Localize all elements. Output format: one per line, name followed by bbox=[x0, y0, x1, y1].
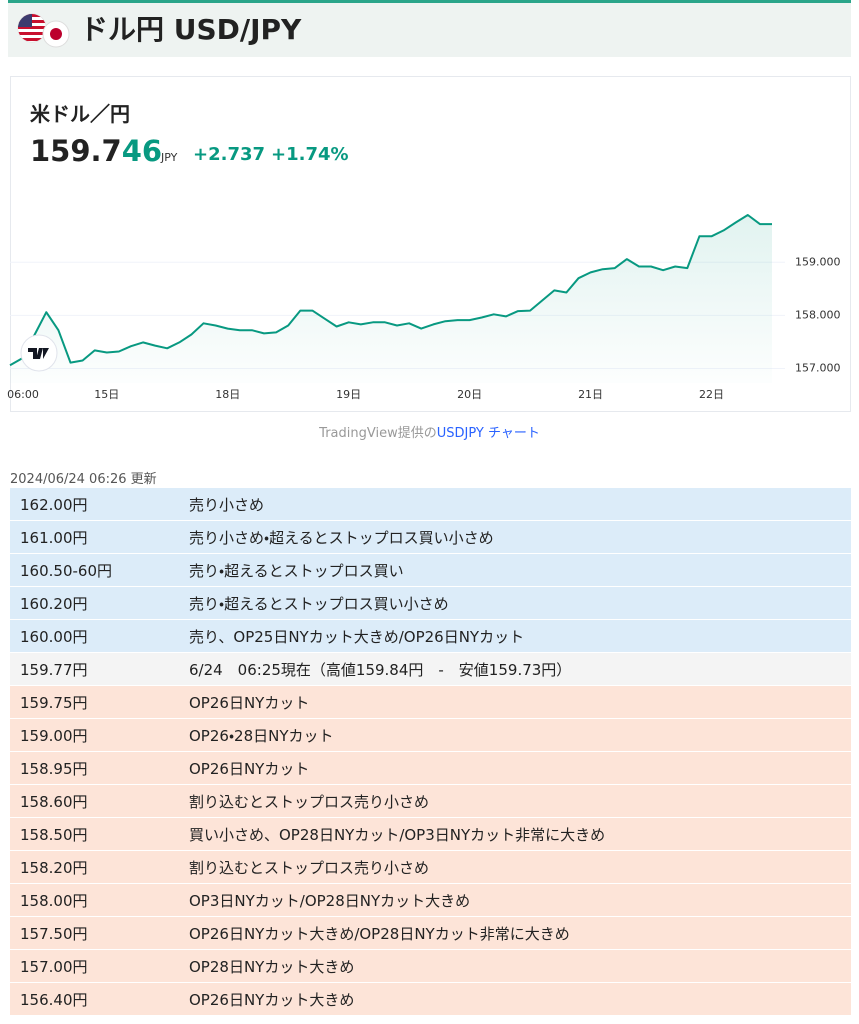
price-cell: 161.00円 bbox=[10, 520, 179, 554]
table-row: 156.40円 OP26日NYカット大きめ bbox=[10, 982, 851, 1016]
note-cell: 買い小さめ、OP28日NYカット/OP3日NYカット非常に大きめ bbox=[179, 817, 851, 851]
price-cell: 162.00円 bbox=[10, 488, 179, 521]
note-cell: 売り小さめ・超えるとストップロス買い小さめ bbox=[179, 520, 851, 554]
caption-source: TradingView提供の bbox=[319, 426, 437, 441]
chart-caption: TradingView提供のUSDJPY チャート bbox=[0, 422, 859, 441]
note-cell: OP26日NYカット大きめ bbox=[179, 982, 851, 1016]
x-tick-label: 06:00 bbox=[7, 388, 39, 401]
currency: JPY bbox=[161, 151, 178, 164]
price-cell: 157.00円 bbox=[10, 949, 179, 983]
note-cell: 割り込むとストップロス売り小さめ bbox=[179, 784, 851, 818]
price-major: 159.7 bbox=[30, 134, 122, 168]
x-tick-label: 20日 bbox=[457, 388, 482, 401]
option-table: 162.00円 売り小さめ 161.00円 売り小さめ・超えるとストップロス買い小さめ… bbox=[10, 488, 851, 1016]
price-cell: 160.20円 bbox=[10, 586, 179, 620]
quote-price: 159.746 bbox=[30, 134, 162, 168]
header bbox=[8, 0, 851, 57]
price-cell: 160.50-60円 bbox=[10, 553, 179, 587]
price-cell: 158.50円 bbox=[10, 817, 179, 851]
price-cell: 158.95円 bbox=[10, 751, 179, 785]
y-tick-label: 157.000 bbox=[795, 361, 841, 374]
table-row: 157.00円 OP28日NYカット大きめ bbox=[10, 949, 851, 983]
price-line bbox=[9, 214, 772, 367]
note-cell: OP26日NYカット bbox=[179, 685, 851, 719]
x-tick-label: 21日 bbox=[578, 388, 603, 401]
price-cell: 159.75円 bbox=[10, 685, 179, 719]
price-cell: 158.60円 bbox=[10, 784, 179, 818]
table-row: 158.20円 割り込むとストップロス売り小さめ bbox=[10, 850, 851, 884]
price-cell: 156.40円 bbox=[10, 982, 179, 1016]
note-cell: 6/24 06:25現在（高値159.84円 - 安値159.73円） bbox=[179, 652, 851, 686]
table-row: 159.00円 OP26・28日NYカット bbox=[10, 718, 851, 752]
chart: 157.000 158.000 159.000 06:00 15日 18日 19日 20日 21… bbox=[7, 214, 841, 401]
note-cell: 売り・超えるとストップロス買い bbox=[179, 553, 851, 587]
table-row: 161.00円 売り小さめ・超えるとストップロス買い小さめ bbox=[10, 520, 851, 554]
table-row: 159.77円 6/24 06:25現在（高値159.84円 - 安値159.73… bbox=[10, 652, 851, 686]
change-pct: +1.74% bbox=[271, 144, 349, 165]
table-row: 158.00円 OP3日NYカット/OP28日NYカット大きめ bbox=[10, 883, 851, 917]
table-row: 160.50-60円 売り・超えるとストップロス買い bbox=[10, 553, 851, 587]
jp-flag bbox=[42, 20, 70, 48]
note-cell: OP26日NYカット大きめ/OP28日NYカット非常に大きめ bbox=[179, 916, 851, 950]
note-cell: OP26日NYカット bbox=[179, 751, 851, 785]
table-row: 158.95円 OP26日NYカット bbox=[10, 751, 851, 785]
price-cell: 159.00円 bbox=[10, 718, 179, 752]
change: +2.737 bbox=[193, 144, 266, 165]
x-tick-label: 18日 bbox=[215, 388, 240, 401]
updated-time: 2024/06/24 06:26 更新 bbox=[10, 472, 157, 487]
flags bbox=[17, 13, 70, 48]
page-title: ドル円 USD/JPY bbox=[80, 13, 302, 46]
x-tick-label: 19日 bbox=[336, 388, 361, 401]
price-cell: 160.00円 bbox=[10, 619, 179, 653]
table-row: 157.50円 OP26日NYカット大きめ/OP28日NYカット非常に大きめ bbox=[10, 916, 851, 950]
price-cell: 157.50円 bbox=[10, 916, 179, 950]
table-row: 159.75円 OP26日NYカット bbox=[10, 685, 851, 719]
price-cell: 158.00円 bbox=[10, 883, 179, 917]
price-cell: 159.77円 bbox=[10, 652, 179, 686]
table-row: 158.60円 割り込むとストップロス売り小さめ bbox=[10, 784, 851, 818]
tradingview-logo bbox=[20, 334, 58, 372]
us-flag bbox=[17, 13, 47, 43]
caption-link[interactable]: USDJPY チャート bbox=[436, 426, 540, 441]
price-cell: 158.20円 bbox=[10, 850, 179, 884]
note-cell: OP28日NYカット大きめ bbox=[179, 949, 851, 983]
note-cell: 売り・超えるとストップロス買い小さめ bbox=[179, 586, 851, 620]
table-row: 158.50円 買い小さめ、OP28日NYカット/OP3日NYカット非常に大きめ bbox=[10, 817, 851, 851]
chart-widget bbox=[10, 76, 851, 412]
note-cell: 割り込むとストップロス売り小さめ bbox=[179, 850, 851, 884]
note-cell: OP26・28日NYカット bbox=[179, 718, 851, 752]
y-tick-label: 158.000 bbox=[795, 308, 841, 321]
note-cell: OP3日NYカット/OP28日NYカット大きめ bbox=[179, 883, 851, 917]
price-minor: 46 bbox=[121, 134, 163, 168]
table-row: 160.00円 売り、OP25日NYカット大きめ/OP26日NYカット bbox=[10, 619, 851, 653]
x-tick-label: 22日 bbox=[699, 388, 724, 401]
table-row: 160.20円 売り・超えるとストップロス買い小さめ bbox=[10, 586, 851, 620]
note-cell: 売り、OP25日NYカット大きめ/OP26日NYカット bbox=[179, 619, 851, 653]
area bbox=[10, 215, 772, 383]
quote-title: 米ドル／円 bbox=[30, 102, 130, 126]
table-row: 162.00円 売り小さめ bbox=[10, 488, 851, 521]
y-tick-label: 159.000 bbox=[795, 255, 841, 268]
note-cell: 売り小さめ bbox=[179, 488, 851, 521]
x-tick-label: 15日 bbox=[94, 388, 119, 401]
